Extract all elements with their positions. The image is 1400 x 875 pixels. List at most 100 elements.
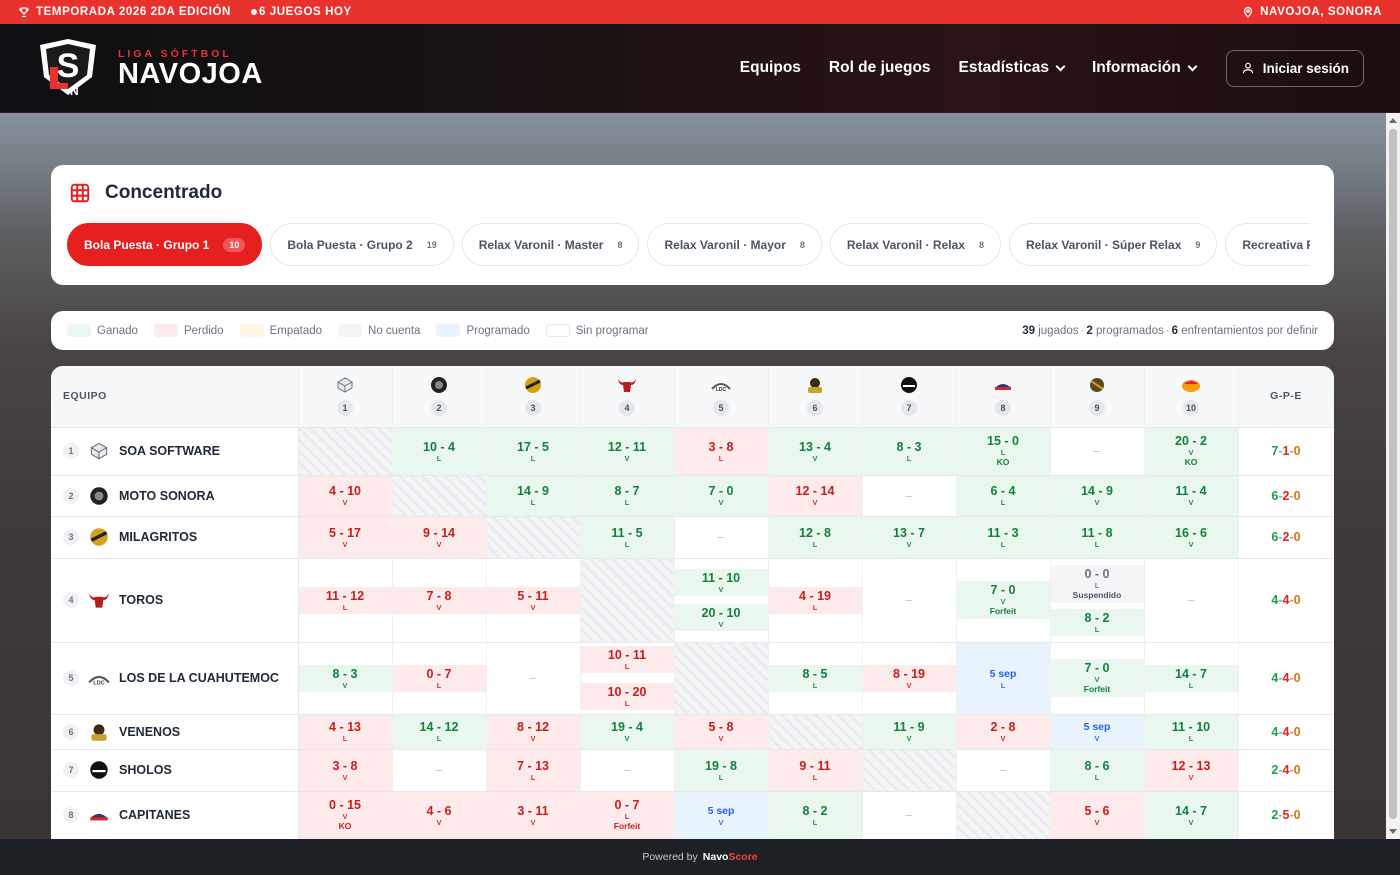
team-cell[interactable]: 8 CAPITANES (51, 791, 299, 839)
site-logo[interactable]: S N LIGA SÓFTBOL NAVOJOA (36, 37, 263, 99)
nav-equipos[interactable]: Equipos (739, 59, 801, 76)
scheduled-cell[interactable]: 5 sep V (674, 791, 769, 839)
opponent-column-1[interactable]: 1 (298, 366, 393, 428)
scrollbar-thumb[interactable] (1389, 129, 1397, 819)
opponent-column-5[interactable]: LDC 5 (674, 366, 769, 428)
result-cell[interactable]: 7 - 0 V Forfeit (1050, 642, 1145, 715)
scheduled-cell[interactable]: 5 sep L (956, 642, 1051, 715)
result-cell[interactable]: 3 - 11 V (486, 791, 581, 839)
result-cell[interactable]: 0 - 15 V KO (298, 791, 393, 839)
opponent-column-6[interactable]: 6 (768, 366, 863, 428)
result-cell[interactable]: 4 - 13 L (298, 714, 393, 750)
team-cell[interactable]: 2 MOTO SONORA (51, 475, 299, 517)
tab-recreativa-femenil[interactable]: Recreativa Femenil6 (1225, 223, 1310, 266)
team-cell[interactable]: 5 LDC LOS DE LA CUAHUTEMOC (51, 642, 299, 715)
nav-rol-de-juegos[interactable]: Rol de juegos (828, 59, 931, 76)
result-cell[interactable]: 8 - 12 V (486, 714, 581, 750)
result-cell[interactable]: 8 - 19 V (862, 642, 957, 715)
team-cell[interactable]: 7 SHOLOS (51, 749, 299, 792)
team-cell[interactable]: 4 TOROS (51, 558, 299, 643)
tab-bola-puesta-grupo-2[interactable]: Bola Puesta · Grupo 2 19 (270, 223, 454, 266)
result-cell[interactable]: 9 - 14 V (392, 516, 487, 559)
result-cell[interactable]: 11 - 10 L (1144, 714, 1239, 750)
home-away: V (718, 585, 724, 594)
nav-estadisticas[interactable]: Estadísticas (959, 59, 1066, 77)
team-cell[interactable]: 6 VENENOS (51, 714, 299, 750)
nav-informacion[interactable]: Información (1092, 59, 1198, 77)
tab-relax-varonil-master[interactable]: Relax Varonil · Master 8 (461, 223, 640, 266)
result-cell[interactable]: 15 - 0 L KO (956, 427, 1051, 476)
losses: 2 (1282, 488, 1290, 503)
tab-relax-varonil-super-relax[interactable]: Relax Varonil · Súper Relax 9 (1008, 223, 1218, 266)
team-cell[interactable]: 3 MILAGRITOS (51, 516, 299, 559)
opponent-column-9[interactable]: 9 (1050, 366, 1145, 428)
result-cell[interactable]: 14 - 12 L (392, 714, 487, 750)
scheduled-cell[interactable]: 5 sep V (1050, 714, 1145, 750)
scroll-up-arrow-icon[interactable] (1389, 118, 1397, 123)
footer-brand[interactable]: NavoScore (703, 851, 758, 863)
opponent-column-4[interactable]: 4 (580, 366, 675, 428)
result-cell[interactable]: 20 - 2 V KO (1144, 427, 1239, 476)
opponent-column-10[interactable]: 10 (1144, 366, 1239, 428)
result-cell[interactable]: 4 - 10 V (298, 475, 393, 517)
tab-relax-varonil-relax[interactable]: Relax Varonil · Relax 8 (829, 223, 1001, 266)
opponent-column-7[interactable]: 7 (862, 366, 957, 428)
tab-bola-puesta-grupo-1[interactable]: Bola Puesta · Grupo 1 10 (67, 223, 263, 266)
team-cell[interactable]: 1 SOA SOFTWARE (51, 427, 299, 476)
opponent-column-2[interactable]: 2 (392, 366, 487, 428)
opponent-column-3[interactable]: 3 (486, 366, 581, 428)
result-cell[interactable]: 4 - 19 L (768, 558, 863, 643)
result-cell[interactable]: 0 - 7 L Forfeit (580, 791, 675, 839)
result-cell[interactable]: 7 - 0 V Forfeit (956, 558, 1051, 643)
result-cell[interactable]: 12 - 13 V (1144, 749, 1239, 792)
result-cell[interactable]: 12 - 11 V (580, 427, 675, 476)
result-cell[interactable]: 10 - 11 L 10 - 20 L (580, 642, 675, 715)
result-cell[interactable]: 7 - 13 L (486, 749, 581, 792)
opponent-column-8[interactable]: 8 (956, 366, 1051, 428)
result-cell[interactable]: 5 - 17 V (298, 516, 393, 559)
result-cell[interactable]: 5 - 11 V (486, 558, 581, 643)
login-button[interactable]: Iniciar sesión (1225, 49, 1364, 87)
result-cell[interactable]: 11 - 12 L (298, 558, 393, 643)
result-cell[interactable]: 11 - 10 V 20 - 10 V (674, 558, 769, 643)
tab-relax-varonil-mayor[interactable]: Relax Varonil · Mayor 8 (647, 223, 822, 266)
result-cell[interactable]: 9 - 11 L (768, 749, 863, 792)
scroll-down-arrow-icon[interactable] (1389, 829, 1397, 834)
result-cell[interactable]: 12 - 14 V (768, 475, 863, 517)
page-scrollbar[interactable] (1386, 113, 1400, 839)
